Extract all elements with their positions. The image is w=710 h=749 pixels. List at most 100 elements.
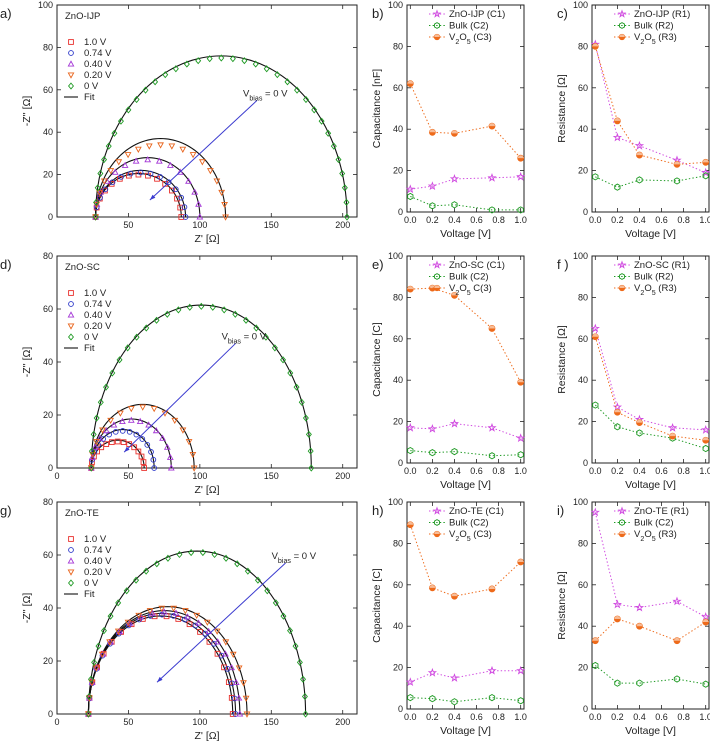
data-point [218,54,225,62]
fit-curve [95,55,348,218]
data-point [85,710,92,718]
data-point [300,675,307,683]
data-point [103,441,110,447]
data-point [243,316,250,324]
data-point [673,177,681,185]
data-point [93,414,100,422]
text-segment: O [459,283,466,294]
legend-label: V2O5 (R3) [634,32,677,46]
marker-highlight [674,161,680,165]
subscript-text: 5 [652,289,656,297]
legend-marker [68,333,74,341]
legend-label: ZnO-IJP (C1) [449,9,505,20]
y-tick-label: 20 [393,417,403,427]
text-segment: V [449,283,456,294]
data-point [235,665,243,672]
data-point [701,167,710,177]
legend-marker [68,290,74,296]
data-point [195,200,202,207]
data-point [293,383,300,391]
panel-b: 0.0 0.2 0.4 0.6 0.8 1.0 0 20 40 60 80 100 Voltage [V… [371,0,527,240]
y-axis-label: Resistance [Ω] [556,325,568,394]
x-tick-label: 200 [335,220,350,230]
data-point [175,616,182,622]
panel-label: i) [557,503,564,518]
text-segment: = 0 V [291,551,317,562]
x-tick-label: 1.0 [699,215,710,225]
data-point [88,447,95,455]
x-axis-label: Voltage [V] [625,228,676,240]
series-Bulk-C2- [407,694,524,706]
data-point [229,55,236,63]
y-tick-label: 60 [393,334,403,344]
y-tick-label: 60 [578,334,588,344]
marker-highlight [407,521,414,525]
data-point [191,188,199,195]
data-point [87,465,95,472]
data-point [189,451,197,459]
legend-label: ZnO-SC (R1) [634,260,690,271]
data-point [145,421,153,428]
y-tick-label: 40 [393,375,403,385]
y-tick-label: 40 [393,124,403,134]
data-point [344,213,350,221]
data-point [590,323,600,333]
data-point [123,587,130,595]
data-point [517,154,525,162]
data-point [100,436,106,442]
data-point [185,439,193,446]
y-axis-label: Capacitance [C] [371,568,383,643]
x-tick-label: 0.4 [633,466,646,476]
data-point [228,663,236,671]
data-point [614,679,621,687]
y-tick-label: 40 [578,621,588,631]
data-point [126,428,133,435]
data-point [176,168,184,175]
series-line [594,665,706,685]
data-point [143,567,150,575]
x-tick-label: 0 [54,471,59,481]
data-point [673,675,681,683]
data-point [264,587,271,595]
data-point [181,204,188,210]
data-point [517,558,525,566]
data-point [272,599,279,607]
subscript-text: 5 [467,535,471,543]
data-point [124,152,132,159]
y-tick-label: 40 [393,621,403,631]
data-point [242,695,250,702]
data-point [253,324,260,332]
x-tick-label: 50 [123,471,133,481]
series-ZnO-IJP-C1- [405,171,526,194]
data-point [97,194,103,201]
x-tick-label: 1.0 [514,466,527,476]
data-point [115,599,122,607]
data-point [97,169,104,178]
data-point [407,694,414,702]
panel-label: h) [372,503,384,518]
x-tick-label: 0.0 [404,215,417,225]
text-segment: (R3) [656,529,677,540]
data-point [126,619,134,626]
marker-highlight [489,325,495,329]
legend-label: Bulk (C2) [449,272,489,283]
data-point [148,609,156,616]
text-segment: V [634,529,641,540]
data-point [240,680,247,687]
data-point [181,616,188,623]
legend-label: 0.74 V [84,48,112,59]
data-point [218,652,225,659]
data-point [488,694,496,702]
y-tick-label: 40 [43,603,53,613]
x-axis-label: Voltage [V] [625,725,676,737]
text-segment: ZnO-TE (R1) [634,506,689,517]
data-point [100,627,107,635]
marker-highlight [429,584,436,588]
data-point [183,60,190,68]
legend-marker [434,273,440,280]
legend-label: 0.40 V [84,310,112,321]
data-point [488,452,496,460]
data-point [301,692,308,701]
data-point [451,129,458,137]
data-point [193,612,201,620]
